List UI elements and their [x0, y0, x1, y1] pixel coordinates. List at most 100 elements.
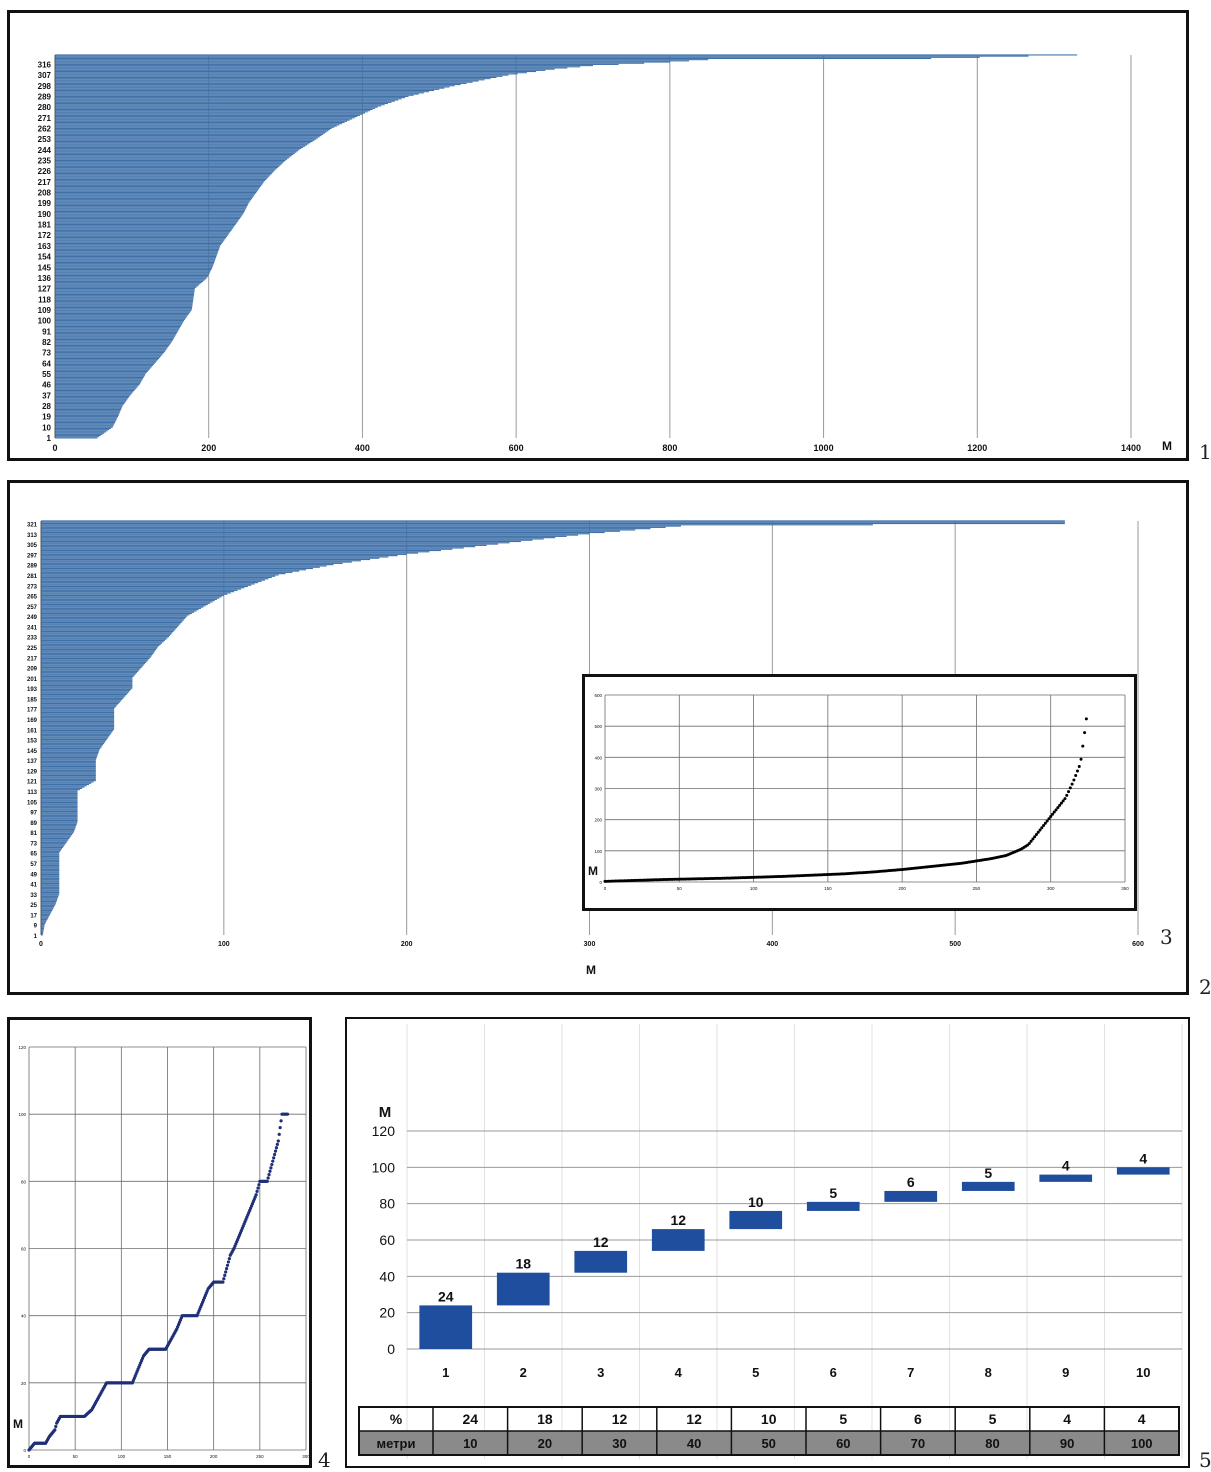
- bar: [41, 709, 115, 711]
- bar: [41, 792, 78, 795]
- bar: [41, 565, 327, 567]
- table-meters-cell: 10: [463, 1436, 477, 1451]
- x-tick-label: 200: [898, 886, 906, 891]
- data-point: [254, 1193, 258, 1197]
- bar: [55, 175, 270, 177]
- bar: [55, 291, 195, 293]
- bar: [41, 762, 96, 764]
- bar: [41, 584, 252, 586]
- y-tick-label: 136: [38, 274, 52, 283]
- bar: [55, 429, 110, 431]
- bar: [41, 576, 272, 579]
- bar: [41, 651, 155, 653]
- data-point: [272, 1156, 276, 1160]
- y-tick-label: 400: [594, 755, 602, 760]
- bar: [55, 322, 183, 324]
- bar: [55, 101, 392, 103]
- bar: [55, 315, 188, 317]
- bar: [41, 522, 1065, 525]
- bar: [55, 146, 304, 148]
- bar: [41, 804, 78, 806]
- bar: [55, 157, 289, 159]
- bar: [41, 544, 487, 546]
- y-tick-label: 280: [38, 103, 52, 112]
- bar: [55, 361, 156, 363]
- bar: [41, 843, 66, 845]
- bar: [41, 737, 108, 739]
- bar: [55, 321, 184, 323]
- data-point: [255, 1189, 259, 1194]
- bar: [41, 741, 105, 743]
- bar: [41, 531, 605, 534]
- x-tick-label: 50: [73, 1454, 79, 1459]
- table-percent-cell: 4: [1138, 1411, 1146, 1427]
- x-tick-label: 150: [164, 1454, 172, 1459]
- bar: [55, 150, 298, 152]
- bar: [55, 209, 246, 211]
- bar: [41, 769, 96, 771]
- bar: [41, 861, 60, 863]
- waterfall-bar: [419, 1305, 473, 1349]
- bar: [41, 665, 143, 667]
- bar: [55, 316, 187, 318]
- bar: [55, 430, 108, 432]
- bar: [41, 830, 75, 832]
- bar: [55, 333, 177, 335]
- bar: [41, 870, 60, 872]
- bar: [55, 323, 183, 325]
- bar: [55, 356, 161, 358]
- bar: [55, 299, 194, 301]
- bar: [41, 785, 87, 787]
- bar: [55, 382, 141, 384]
- y-tick-label: 65: [30, 852, 37, 858]
- y-tick-label: 81: [30, 831, 37, 837]
- bar: [55, 246, 220, 248]
- bar: [41, 605, 206, 607]
- bar: [55, 295, 194, 297]
- data-point: [1049, 815, 1053, 819]
- bar: [55, 92, 424, 94]
- bar: [55, 106, 378, 108]
- x-tick-label: 0: [52, 443, 57, 453]
- bar: [41, 906, 55, 908]
- bar: [55, 271, 211, 273]
- y-tick-label: 208: [38, 189, 52, 198]
- bar: [41, 728, 115, 730]
- bar: [41, 650, 156, 652]
- table-percent-cell: 18: [537, 1411, 553, 1427]
- bar: [55, 112, 365, 114]
- data-point: [1074, 774, 1078, 778]
- data-point: [278, 1126, 282, 1130]
- bar: [55, 376, 144, 378]
- bar: [41, 768, 96, 770]
- data-point: [276, 1139, 280, 1143]
- bar: [55, 432, 105, 434]
- bar: [55, 149, 300, 151]
- data-point: [273, 1152, 277, 1157]
- y-tick-label: 113: [27, 790, 37, 796]
- bar: [41, 548, 453, 550]
- y-tick-label: 127: [38, 285, 52, 294]
- bar: [55, 86, 450, 88]
- data-point: [265, 1179, 269, 1183]
- bar: [41, 528, 651, 530]
- data-point: [227, 1256, 231, 1261]
- bar: [55, 142, 311, 144]
- bar: [41, 684, 133, 687]
- bar: [55, 400, 127, 402]
- data-point: [1050, 812, 1054, 816]
- y-tick-label: 73: [42, 349, 51, 358]
- bar: [55, 360, 157, 362]
- bar: [41, 747, 101, 750]
- bar: [55, 352, 165, 354]
- bar: [41, 765, 96, 768]
- bar: [55, 286, 197, 288]
- data-point: [1045, 819, 1049, 823]
- bar: [41, 687, 133, 689]
- bar: [55, 328, 180, 330]
- bar: [55, 59, 709, 61]
- bar: [41, 632, 173, 634]
- bar: [55, 273, 209, 275]
- x-tick-label: 1200: [967, 443, 987, 453]
- bar: [41, 551, 430, 553]
